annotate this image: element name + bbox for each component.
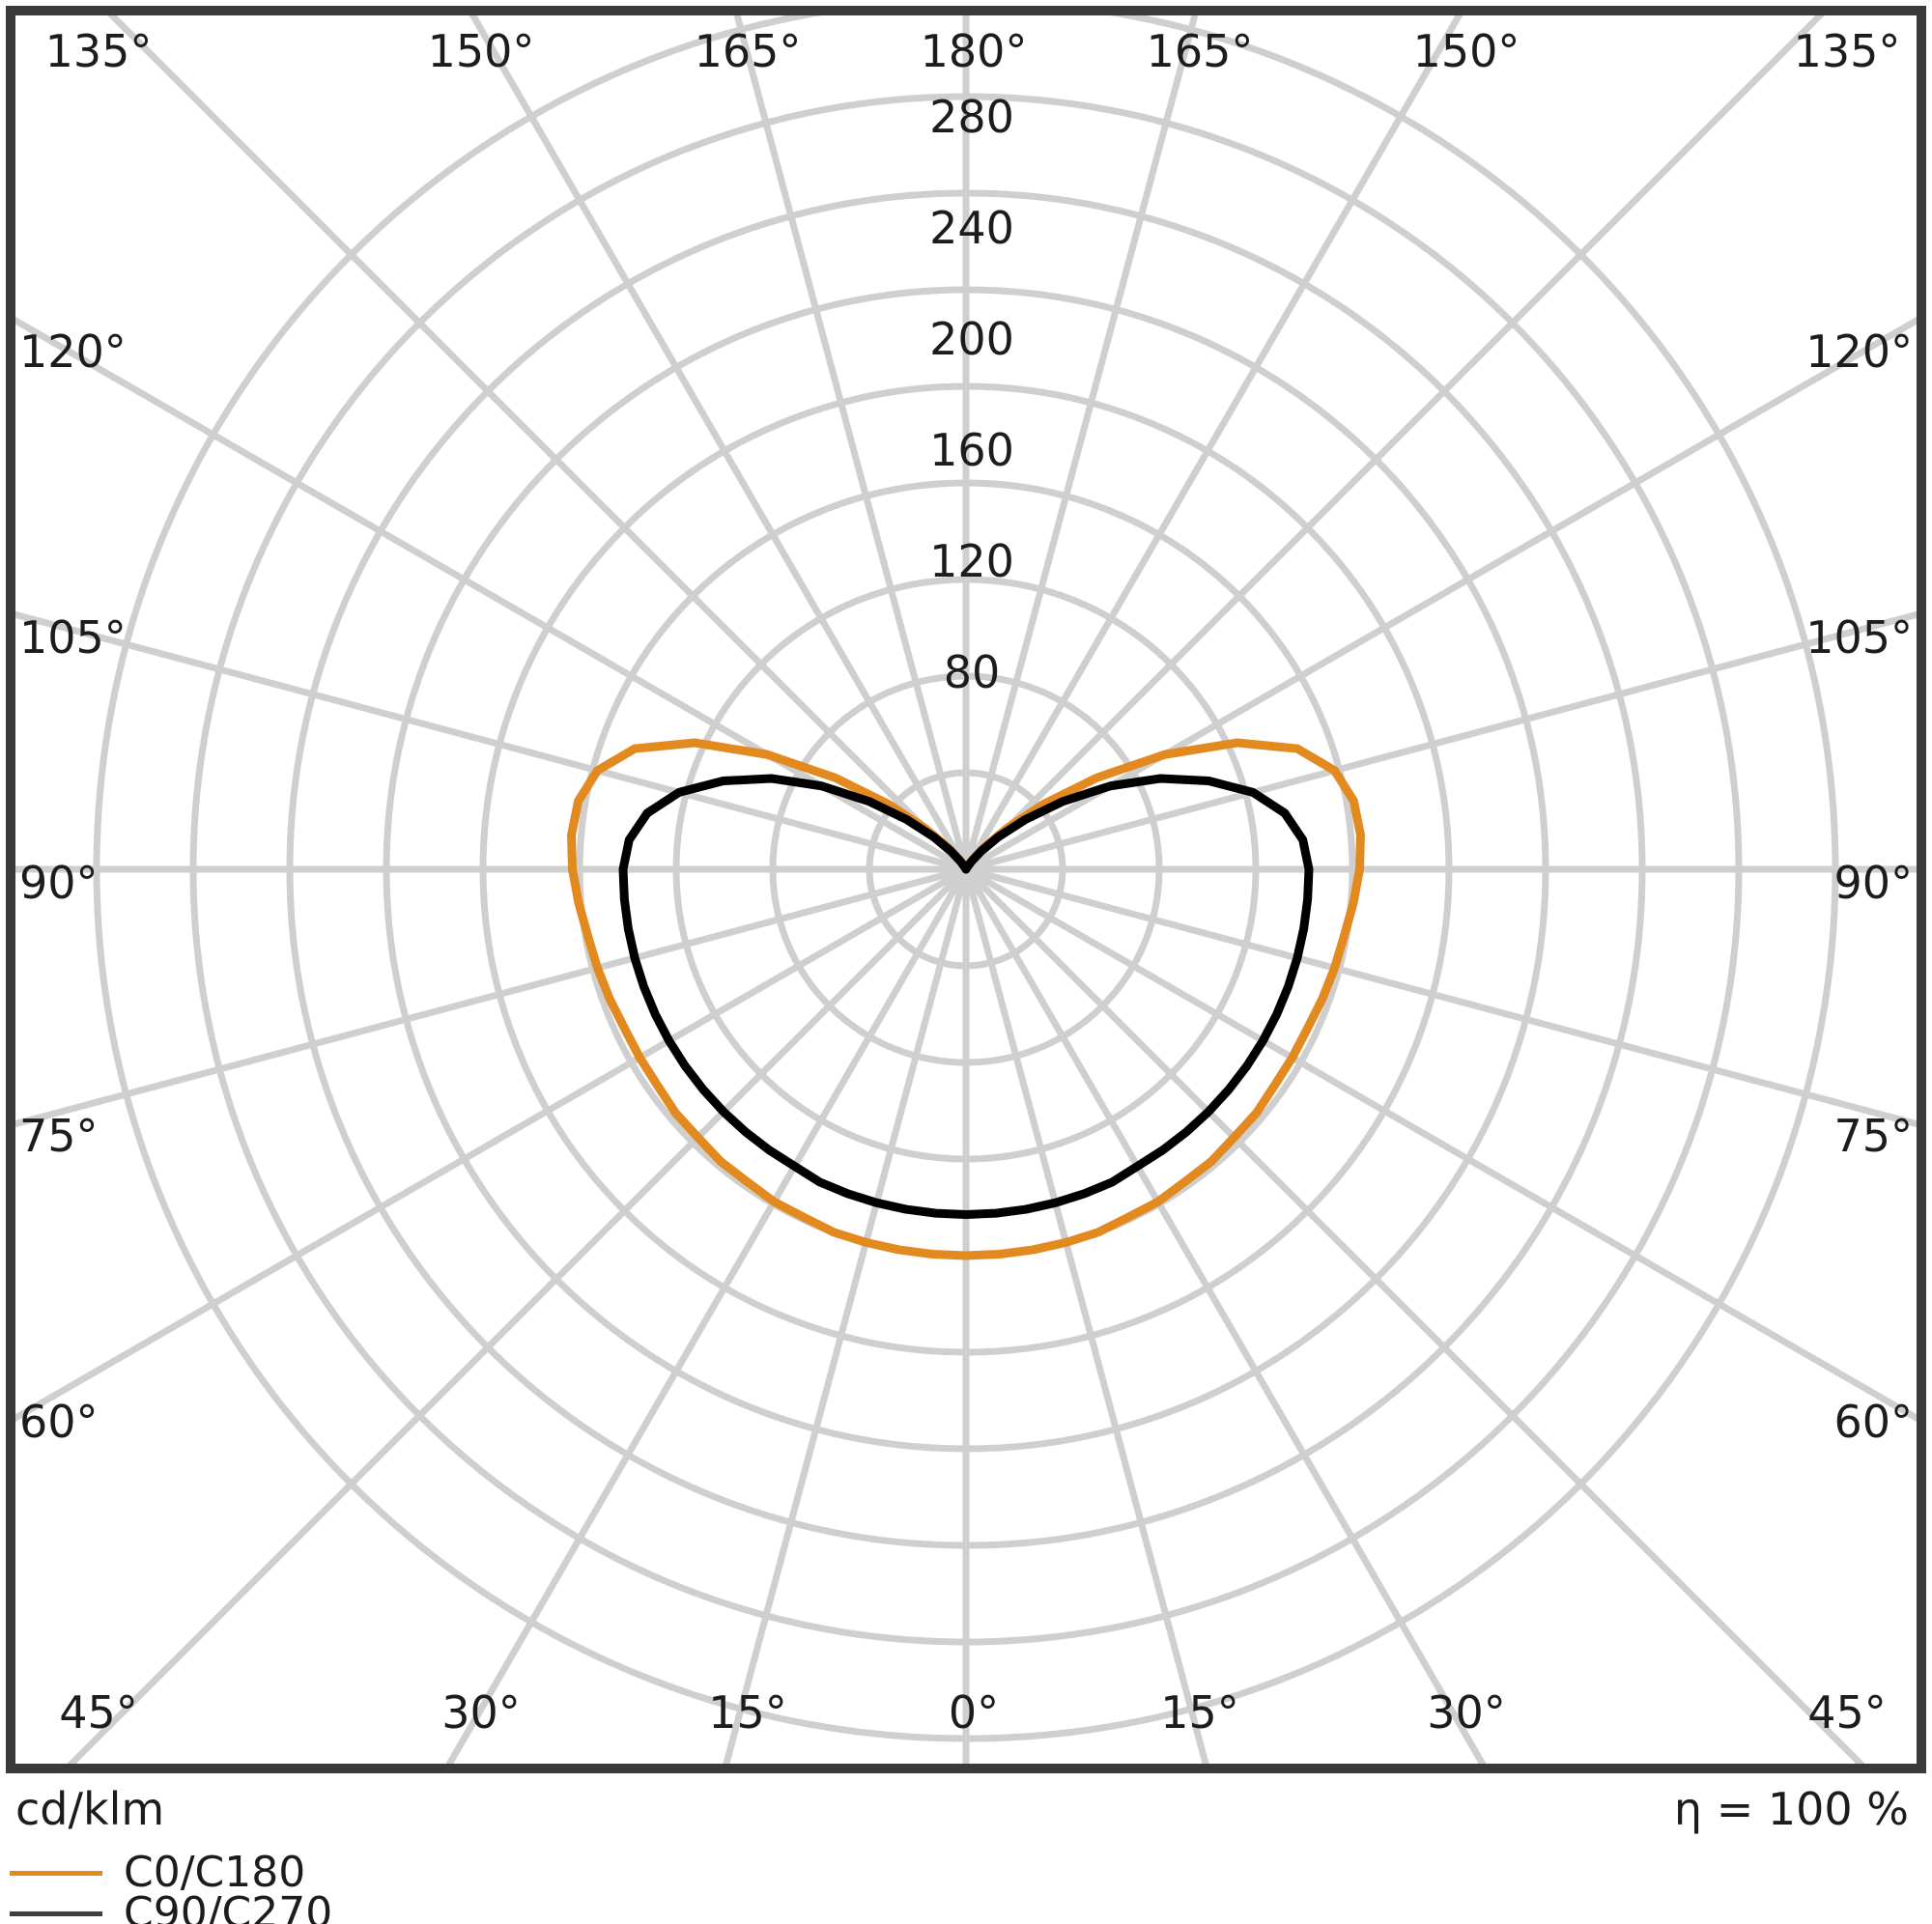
angular-tick-top-4: 165° [1146, 25, 1254, 77]
angular-tick-bottom-1: 30° [441, 1686, 521, 1739]
radial-tick-2: 200 [929, 313, 1014, 365]
legend-swatch-0 [10, 1870, 102, 1876]
radial-tick-4: 120 [929, 535, 1014, 587]
chart-footer: cd/klm η = 100 % C0/C180 C90/C270 [0, 1777, 1932, 1924]
polar-plot-frame: 135° 150° 165° 180° 165° 150° 135° 45° 30° 15° 0°… [6, 6, 1926, 1773]
angular-tick-bottom-4: 15° [1160, 1686, 1239, 1739]
radial-tick-5: 80 [943, 646, 1001, 698]
angular-tick-left-0: 120° [19, 325, 127, 378]
radial-tick-3: 160 [929, 424, 1014, 476]
angular-tick-top-6: 135° [1793, 25, 1901, 77]
angular-tick-left-2: 90° [19, 857, 99, 909]
legend-item-0: C0/C180 [10, 1848, 332, 1897]
angular-tick-bottom-5: 30° [1427, 1686, 1506, 1739]
angular-tick-right-4: 60° [1833, 1396, 1913, 1448]
legend-item-1: C90/C270 [10, 1888, 333, 1924]
angular-tick-right-2: 90° [1833, 857, 1913, 909]
angular-tick-bottom-3: 0° [948, 1686, 1000, 1739]
radial-tick-1: 240 [929, 202, 1014, 254]
angular-tick-left-4: 60° [19, 1396, 99, 1448]
angular-tick-bottom-2: 15° [708, 1686, 787, 1739]
angular-tick-bottom-0: 45° [59, 1686, 138, 1739]
angular-tick-top-0: 135° [44, 25, 153, 77]
angular-tick-top-5: 150° [1412, 25, 1520, 77]
efficiency-label: η = 100 % [1673, 1783, 1909, 1835]
radial-tick-0: 280 [929, 91, 1014, 143]
angular-tick-left-3: 75° [19, 1110, 99, 1162]
unit-label: cd/klm [15, 1783, 165, 1835]
legend: C0/C180 C90/C270 [10, 1848, 333, 1924]
curve-c0-c180 [567, 738, 1365, 1260]
legend-swatch-1 [10, 1910, 102, 1916]
legend-label-1: C90/C270 [124, 1888, 333, 1924]
angular-tick-right-3: 75° [1833, 1110, 1913, 1162]
angular-tick-bottom-6: 45° [1807, 1686, 1887, 1739]
angular-tick-top-2: 165° [694, 25, 802, 77]
angular-tick-left-1: 105° [19, 611, 127, 664]
angular-tick-right-1: 105° [1805, 611, 1913, 664]
legend-label-0: C0/C180 [124, 1848, 306, 1897]
angular-tick-top-3: 180° [920, 25, 1028, 77]
curve-c90-c270 [618, 774, 1314, 1219]
angular-tick-top-1: 150° [427, 25, 535, 77]
polar-grid-and-curves [15, 15, 1917, 1764]
angular-tick-right-0: 120° [1805, 325, 1913, 378]
